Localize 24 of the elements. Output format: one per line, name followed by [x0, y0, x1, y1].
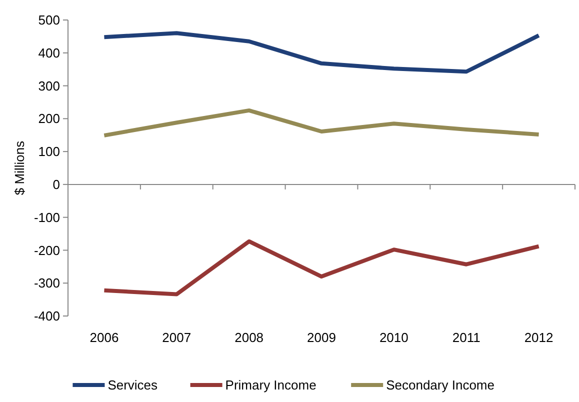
- y-tick-label: -100: [34, 210, 60, 225]
- y-tick-label: 500: [38, 12, 60, 28]
- x-tick-label: 2006: [90, 330, 119, 345]
- x-tick-label: 2011: [452, 330, 480, 345]
- y-axis-title: $ Millions: [12, 140, 27, 196]
- x-tick-label: 2012: [524, 330, 554, 345]
- legend-label: Services: [108, 378, 158, 393]
- y-tick-label: 0: [52, 176, 60, 192]
- line-series: [102, 31, 541, 74]
- y-tick-label: 300: [38, 78, 60, 94]
- y-tick-label: -300: [34, 276, 60, 291]
- x-tick-label: 2010: [379, 330, 408, 345]
- y-tick-label: -200: [34, 242, 60, 258]
- y-tick-label: 400: [38, 45, 60, 60]
- line-series: [102, 239, 541, 296]
- legend-label: Primary Income: [225, 378, 316, 393]
- y-tick-label: 200: [38, 111, 60, 126]
- x-tick-label: 2007: [162, 330, 192, 345]
- y-tick-label: -400: [34, 308, 60, 324]
- line-series: [102, 108, 541, 138]
- x-tick-label: 2008: [234, 330, 264, 345]
- legend-label: Secondary Income: [386, 378, 495, 393]
- x-tick-label: 2009: [307, 330, 336, 345]
- y-tick-label: 100: [38, 144, 60, 160]
